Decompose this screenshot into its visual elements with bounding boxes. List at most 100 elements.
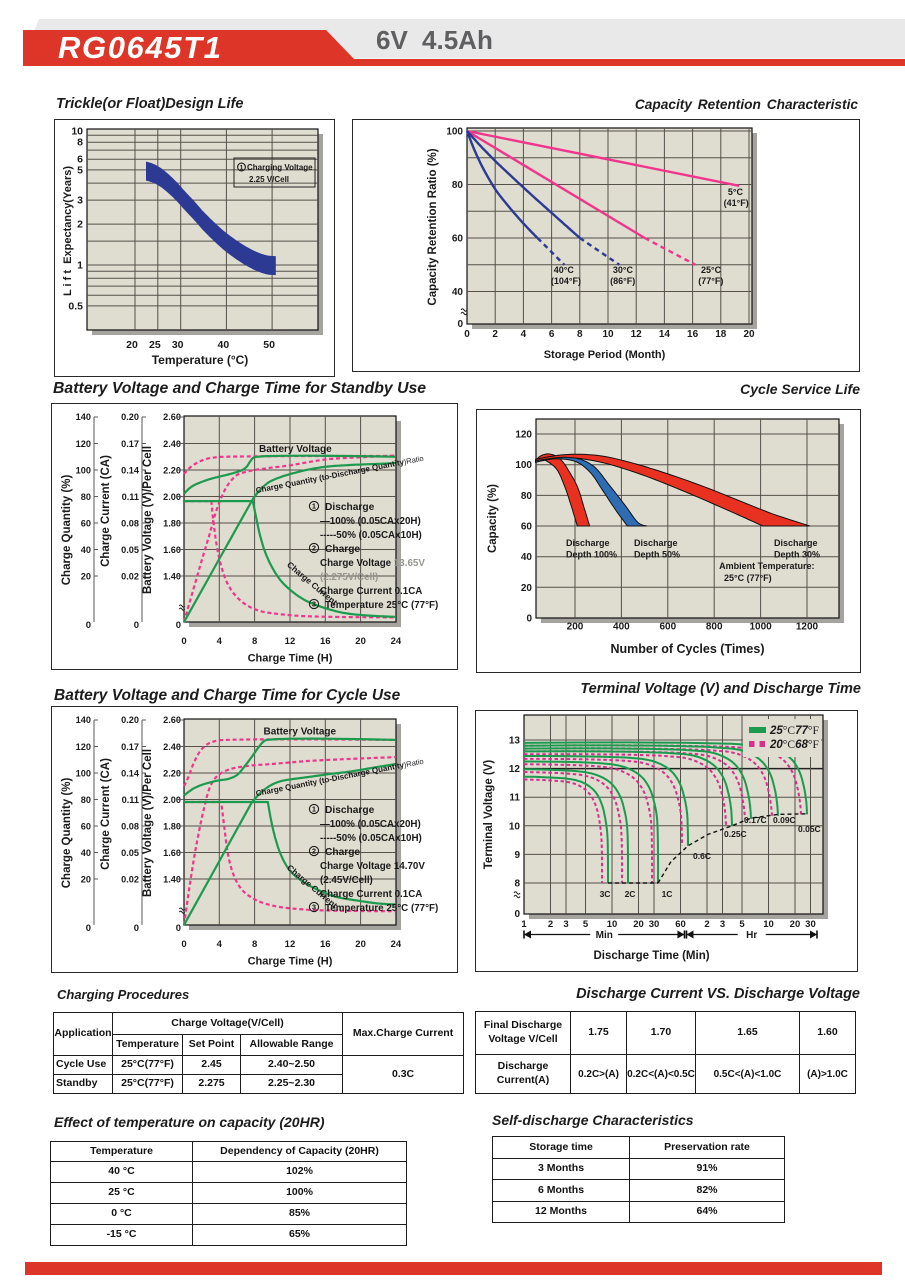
svg-text:3C: 3C [600,889,611,899]
svg-text:2.60: 2.60 [163,715,181,725]
svg-text:0.14: 0.14 [121,769,140,779]
svg-text:—100% (0.05CAx20H): —100% (0.05CAx20H) [320,819,421,830]
svg-text:0.11: 0.11 [122,795,139,805]
svg-text:12: 12 [509,764,521,775]
svg-text:200: 200 [567,622,584,633]
svg-text:Temperature 25°C (77°F): Temperature 25°C (77°F) [325,903,438,914]
svg-text:2: 2 [312,544,316,553]
svg-text:0: 0 [176,923,181,934]
svg-text:3: 3 [77,195,83,207]
svg-text:(41°F): (41°F) [724,198,749,208]
svg-text:25°C: 25°C [701,265,722,275]
svg-text:100: 100 [76,769,91,779]
svg-text:40: 40 [452,287,464,298]
svg-text:3: 3 [563,919,568,930]
svg-text:18: 18 [715,329,727,340]
svg-text:(104°F): (104°F) [551,276,581,286]
svg-text:80: 80 [521,491,533,502]
svg-text:Discharge: Discharge [566,538,610,548]
svg-text:140: 140 [76,412,91,422]
svg-text:L i f t Expectancy(Years): L i f t Expectancy(Years) [62,166,74,296]
svg-text:12: 12 [285,636,296,647]
svg-text:25°C (77°F): 25°C (77°F) [724,573,772,583]
svg-text:1: 1 [312,805,316,814]
svg-text:1.60: 1.60 [163,545,181,555]
svg-text:14: 14 [659,329,671,340]
svg-text:40: 40 [81,545,91,555]
svg-text:80: 80 [81,795,91,805]
svg-text:Terminal Voltage (V): Terminal Voltage (V) [483,760,495,870]
svg-text:0.6C: 0.6C [693,851,711,861]
svg-text:Charge: Charge [325,544,360,555]
svg-text:0: 0 [464,329,470,340]
svg-text:Depth 50%: Depth 50% [634,549,680,559]
svg-text:6: 6 [549,329,555,340]
svg-text:Charge Quantity (%): Charge Quantity (%) [61,778,73,889]
svg-text:0: 0 [181,636,186,647]
svg-text:20: 20 [355,636,366,647]
svg-text:Battery Voltage (V)/Per Cell: Battery Voltage (V)/Per Cell [142,749,154,897]
svg-text:Charge: Charge [325,847,360,858]
svg-text:1200: 1200 [796,622,819,633]
svg-text:4: 4 [217,636,223,647]
svg-text:30: 30 [649,919,660,930]
svg-text:20: 20 [521,583,533,594]
svg-text:60: 60 [81,519,91,529]
svg-text:Charge Current 0.1CA: Charge Current 0.1CA [320,586,422,597]
svg-text:800: 800 [706,622,723,633]
svg-text:Discharge: Discharge [325,805,375,816]
svg-text:50: 50 [263,339,275,351]
svg-text:Min: Min [596,930,613,941]
svg-text:120: 120 [76,439,91,449]
svg-text:0.17: 0.17 [121,742,139,752]
svg-text:2: 2 [704,919,709,930]
svg-text:120: 120 [76,742,91,752]
svg-text:40: 40 [218,339,230,351]
svg-text:40: 40 [81,848,91,858]
svg-text:10: 10 [71,126,83,138]
svg-text:2: 2 [492,329,498,340]
svg-text:1: 1 [240,164,244,171]
svg-text:2C: 2C [625,889,636,899]
svg-text:8: 8 [252,636,257,647]
svg-text:0.25C: 0.25C [724,829,747,839]
svg-text:0.17: 0.17 [121,439,139,449]
svg-text:Charge Current (CA): Charge Current (CA) [100,455,112,567]
svg-text:0.20: 0.20 [121,412,139,422]
svg-text:2.20: 2.20 [163,769,181,779]
svg-text:100: 100 [76,466,91,476]
svg-text:4: 4 [217,939,223,950]
svg-text:—100% (0.05CAx20H): —100% (0.05CAx20H) [320,516,421,527]
svg-text:0.02: 0.02 [121,572,139,582]
svg-text:3: 3 [720,919,725,930]
svg-text:1.40: 1.40 [163,572,181,582]
svg-text:3: 3 [312,600,316,609]
svg-text:30°C: 30°C [613,265,634,275]
svg-text:2.25 V/Cell: 2.25 V/Cell [249,175,289,184]
svg-text:Capacity (%): Capacity (%) [487,484,499,553]
svg-text:0.14: 0.14 [121,466,140,476]
svg-text:Temperature 25°C (77°F): Temperature 25°C (77°F) [325,600,438,611]
svg-text:12: 12 [285,939,296,950]
svg-text:20: 20 [743,329,755,340]
svg-text:0.11: 0.11 [122,492,139,502]
svg-text:-----50% (0.05CAx10H): -----50% (0.05CAx10H) [320,530,422,541]
svg-text:0: 0 [457,319,463,330]
svg-text:10: 10 [602,329,614,340]
svg-text:Temperature (°C): Temperature (°C) [152,353,249,367]
svg-text:20°C68°F: 20°C68°F [769,739,819,751]
svg-text:1: 1 [77,260,83,272]
svg-text:8: 8 [252,939,257,950]
svg-text:(77°F): (77°F) [698,276,723,286]
svg-text:40: 40 [521,552,533,563]
svg-text:(86°F): (86°F) [610,276,635,286]
svg-text:2.00: 2.00 [163,492,181,502]
svg-text:8: 8 [514,879,520,890]
svg-text:5: 5 [583,919,589,930]
svg-text:0.5: 0.5 [68,300,83,312]
svg-text:30: 30 [805,919,816,930]
svg-text:Charging Voltage: Charging Voltage [247,163,313,172]
svg-text:5°C: 5°C [728,187,744,197]
svg-text:Discharge Time (Min): Discharge Time (Min) [593,950,709,962]
svg-text:Charge Voltage 13.65V: Charge Voltage 13.65V [320,558,425,569]
